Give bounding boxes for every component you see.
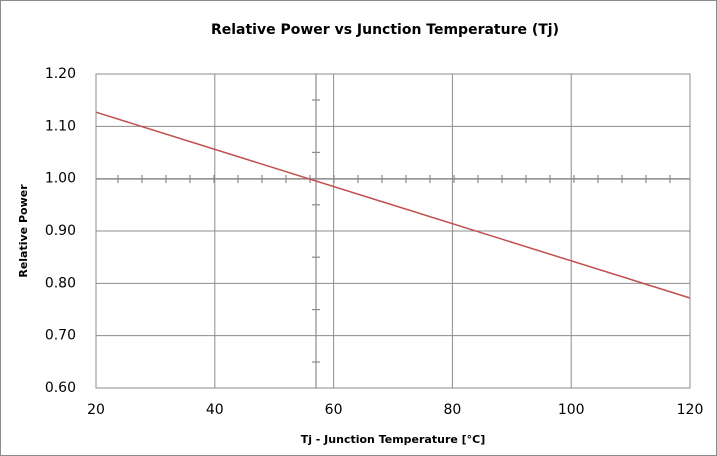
x-tick-label: 60 (325, 402, 343, 418)
y-axis-label: Relative Power (17, 184, 30, 278)
y-tick-label: 0.60 (45, 380, 76, 396)
plot-border (95, 73, 691, 389)
x-tick-label: 80 (443, 402, 461, 418)
x-tick-label: 100 (558, 402, 585, 418)
x-axis-label: Tj - Junction Temperature [°C] (301, 433, 486, 446)
y-tick-label: 1.00 (45, 171, 76, 187)
y-tick-label: 0.70 (45, 328, 76, 344)
line-series (95, 111, 691, 299)
chart-title: Relative Power vs Junction Temperature (… (211, 22, 559, 38)
y-tick-label: 0.80 (45, 275, 76, 291)
y-tick-label: 1.10 (45, 118, 76, 134)
y-tick-label: 1.20 (45, 66, 76, 82)
x-tick-label: 40 (206, 402, 224, 418)
y-tick-label: 0.90 (45, 223, 76, 239)
x-tick-label: 20 (87, 402, 105, 418)
x-tick-label: 120 (677, 402, 704, 418)
